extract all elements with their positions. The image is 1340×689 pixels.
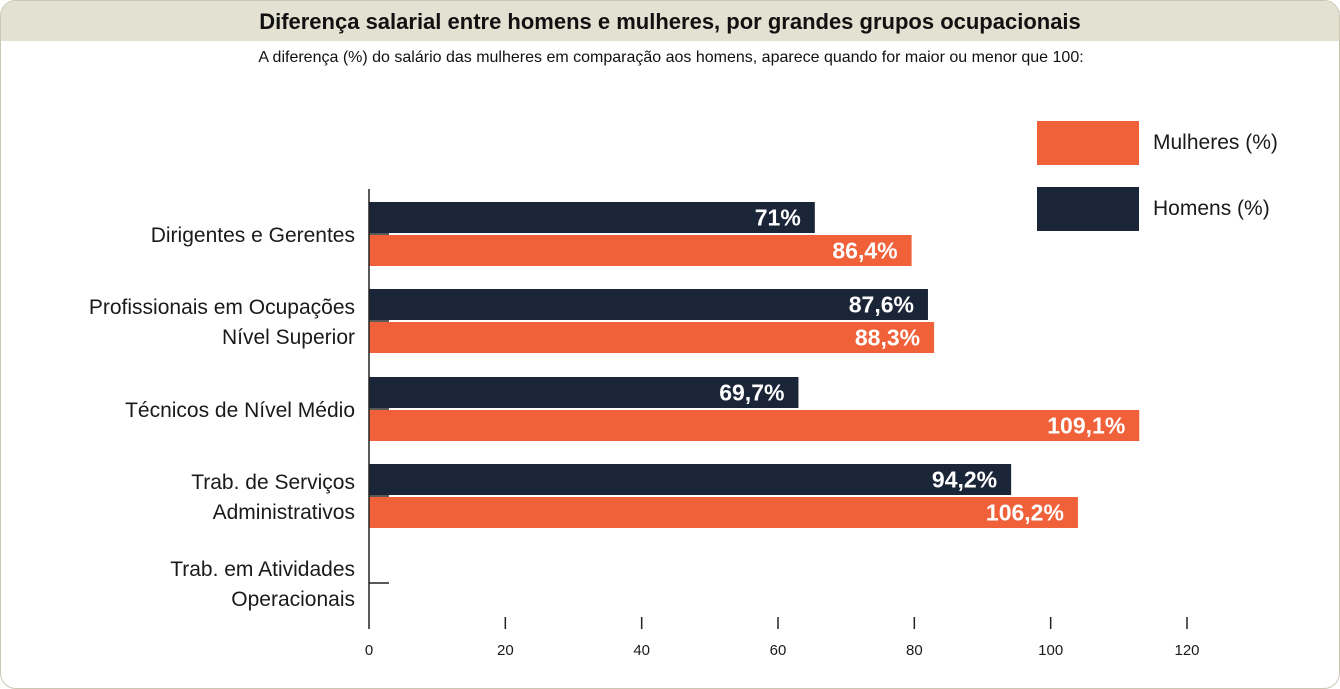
legend-item-mulheres: Mulheres (%) (1037, 121, 1297, 165)
chart-title: Diferença salarial entre homens e mulher… (259, 9, 1081, 34)
bar-homens-0 (369, 202, 815, 233)
x-tick-label-1: 20 (497, 642, 514, 659)
category-label-4-0: Trab. em Atividades (170, 558, 355, 581)
data-label-mulheres-0: 86,4% (832, 238, 897, 264)
bar-mulheres-0 (369, 235, 912, 266)
title-bar: Diferença salarial entre homens e mulher… (1, 1, 1339, 41)
x-tick-label-5: 100 (1038, 642, 1063, 659)
data-label-homens-2: 69,7% (719, 380, 784, 406)
data-label-mulheres-3: 106,2% (986, 500, 1064, 526)
data-label-mulheres-2: 109,1% (1047, 413, 1125, 439)
x-tick-label-3: 60 (770, 642, 787, 659)
data-label-homens-3: 94,2% (932, 467, 997, 493)
category-label-2-0: Técnicos de Nível Médio (125, 399, 355, 422)
x-tick-label-4: 80 (906, 642, 923, 659)
data-label-homens-0: 71% (755, 205, 801, 231)
legend-item-homens: Homens (%) (1037, 187, 1297, 231)
bar-homens-3 (369, 464, 1012, 495)
category-label-4-1: Operacionais (231, 588, 355, 611)
category-label-3-0: Trab. de Serviços (191, 471, 355, 494)
legend-swatch-homens (1037, 187, 1139, 231)
x-tick-label-2: 40 (633, 642, 650, 659)
category-label-1-1: Nível Superior (222, 326, 355, 349)
bar-homens-2 (369, 377, 799, 408)
category-label-1-0: Profissionais em Ocupações (89, 296, 355, 319)
data-label-homens-1: 87,6% (849, 292, 914, 318)
category-label-3-1: Administrativos (213, 501, 355, 524)
legend-swatch-mulheres (1037, 121, 1139, 165)
bar-homens-1 (369, 289, 928, 320)
legend-label-mulheres: Mulheres (%) (1153, 131, 1278, 154)
x-tick-label-6: 120 (1174, 642, 1199, 659)
data-label-mulheres-1: 88,3% (855, 325, 920, 351)
legend-label-homens: Homens (%) (1153, 197, 1270, 220)
category-label-0-0: Dirigentes e Gerentes (151, 224, 355, 247)
bar-mulheres-3 (369, 497, 1078, 528)
bar-mulheres-2 (369, 410, 1140, 441)
chart-subtitle: A diferença (%) do salário das mulheres … (258, 49, 1084, 66)
bar-mulheres-1 (369, 322, 935, 353)
x-tick-label-0: 0 (365, 642, 373, 659)
